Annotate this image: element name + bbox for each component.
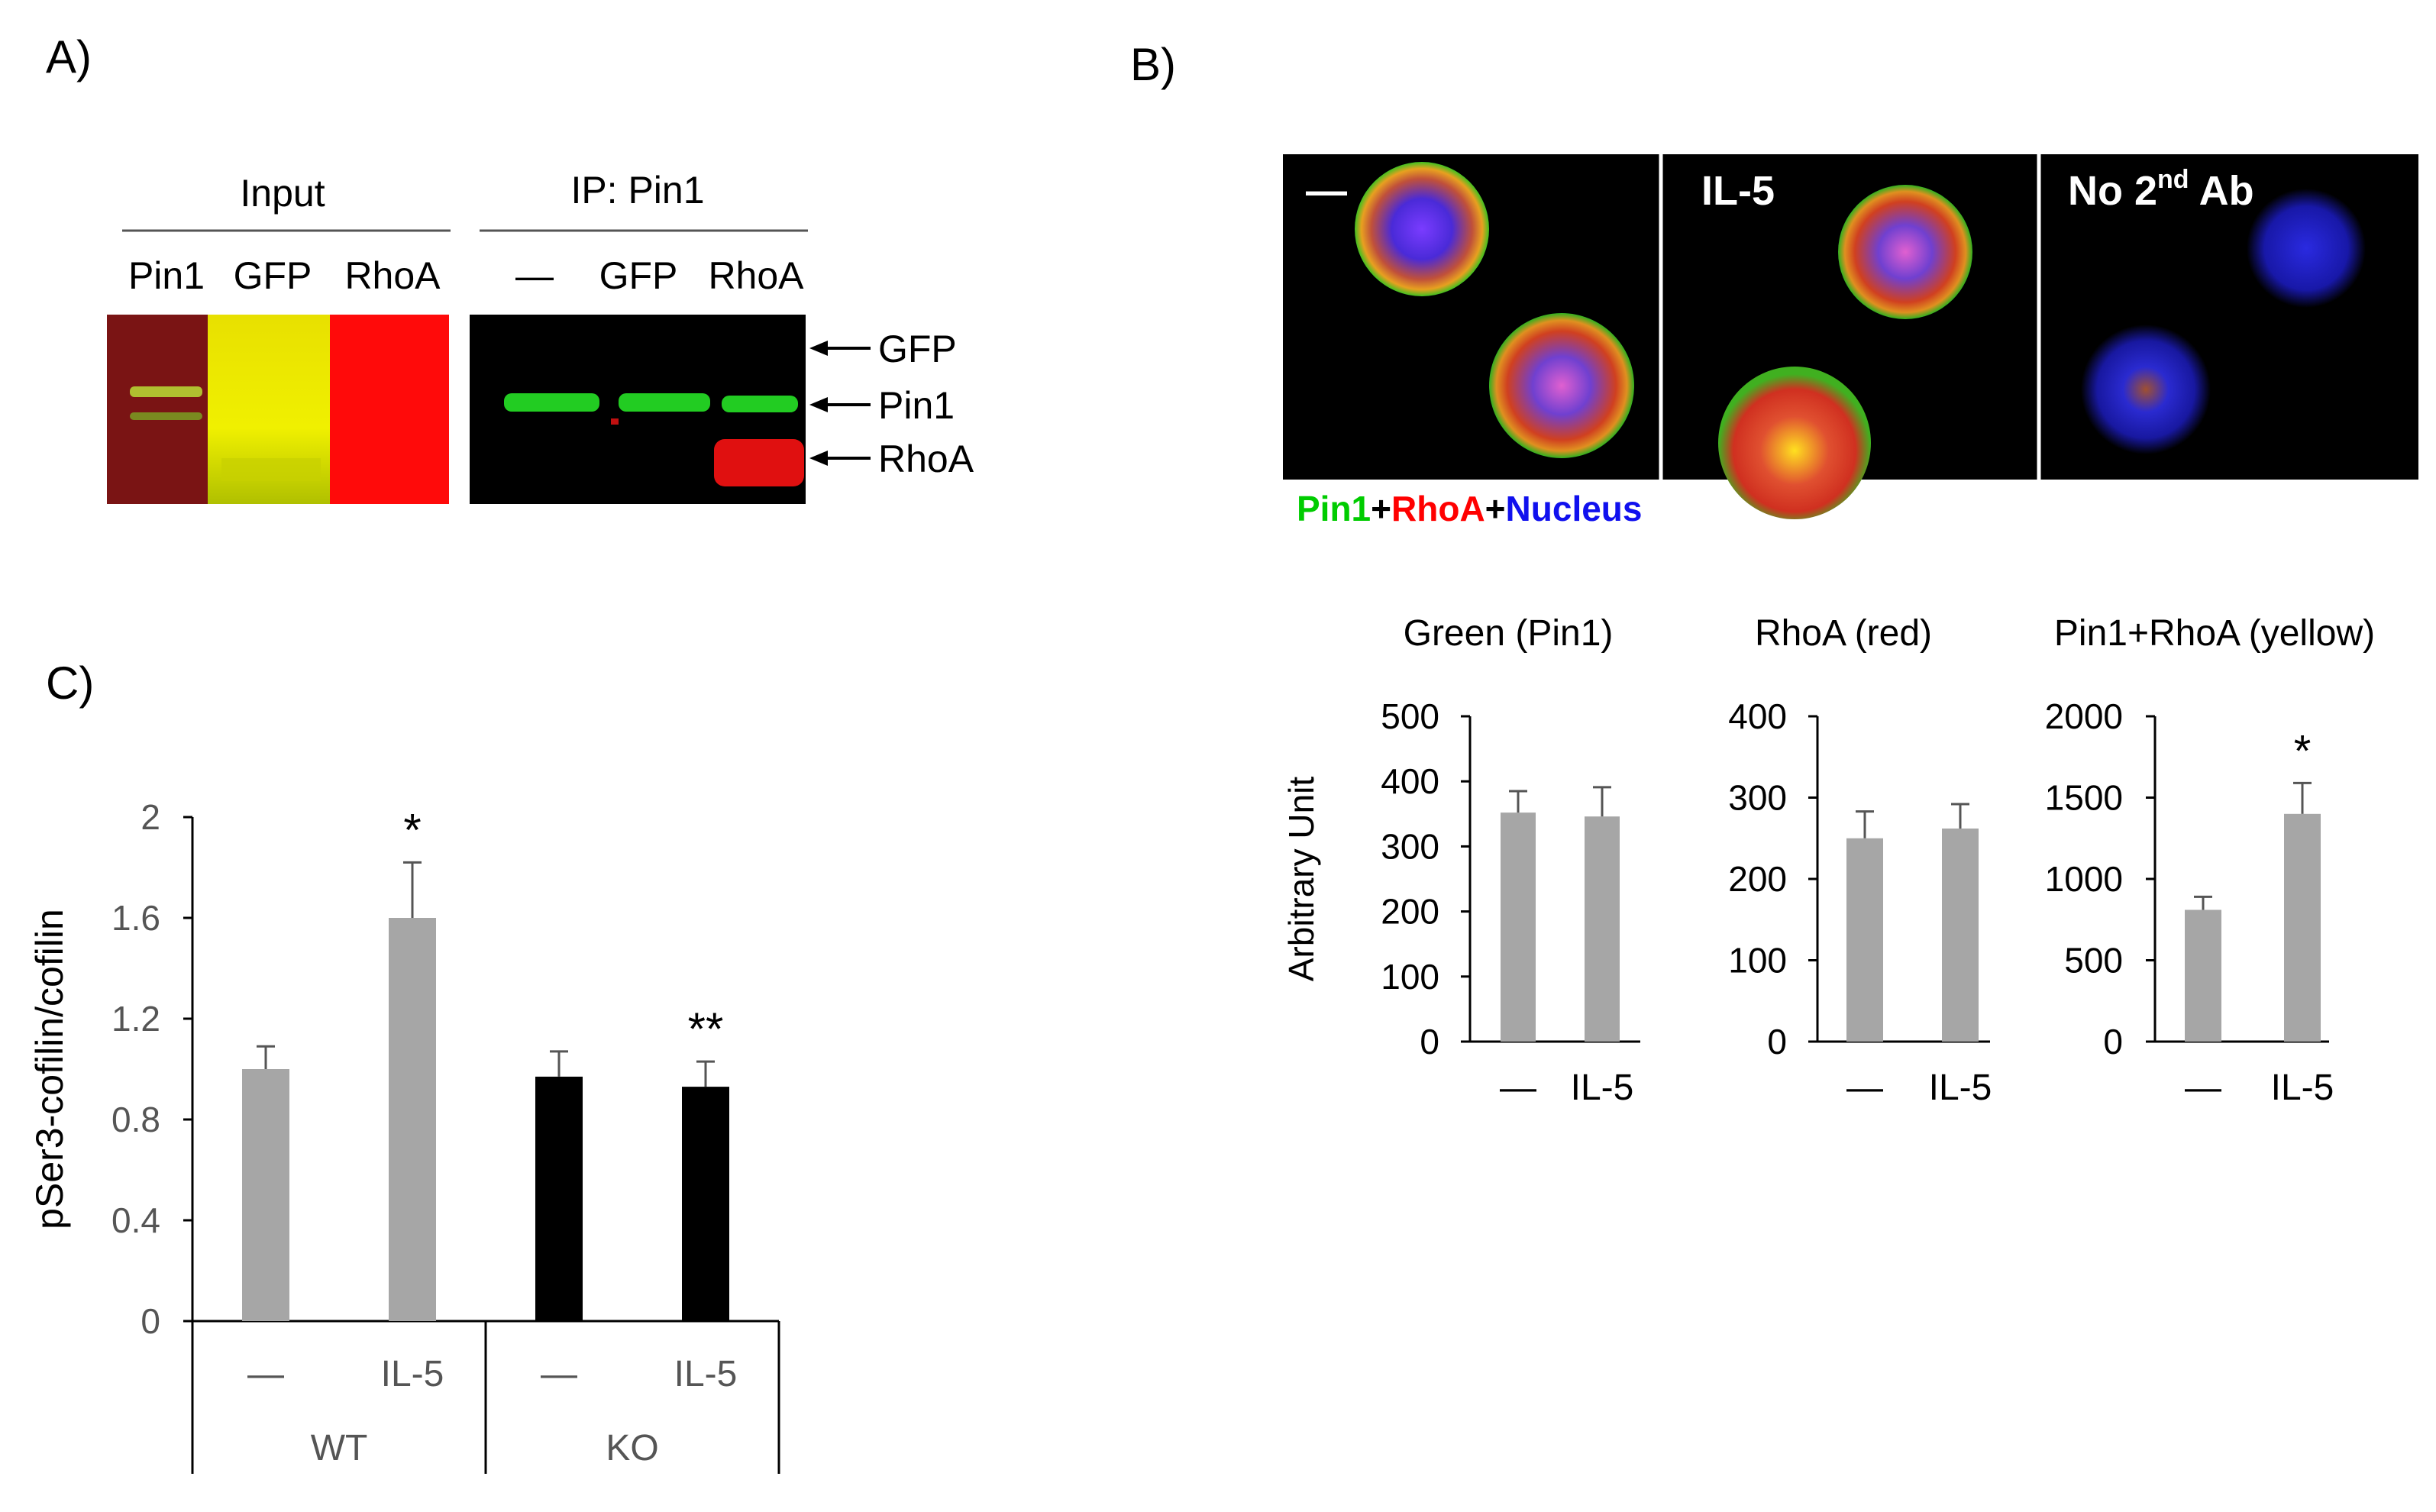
x-tick-label: IL-5 [2271,1068,2334,1108]
bar [1846,838,1883,1042]
lane-label-input-pin1: Pin1 [128,254,205,297]
bar [2284,813,2321,1042]
legend-nucleus: Nucleus [1506,489,1643,528]
bar [1585,816,1620,1042]
group-label-ko: KO [606,1428,658,1468]
lane-label-input-rhoa: RhoA [344,254,441,297]
y-tick-label: 100 [1381,957,1439,997]
y-tick-label: 100 [1728,941,1787,981]
micrograph-label-no-2nd-ab: No 2nd Ab [2068,165,2254,214]
arrow-label-pin1: Pin1 [878,384,955,427]
y-tick-label: 0 [1767,1022,1787,1061]
bar [242,1069,289,1321]
y-tick-label: 0 [2103,1022,2123,1061]
y-axis-label: Arbitrary Unit [1281,777,1321,982]
bar [682,1087,729,1321]
y-tick-label: 2 [141,797,160,837]
chart-title: RhoA (red) [1755,613,1932,654]
bar [535,1076,583,1321]
y-tick-label: 1.6 [111,898,160,938]
ip-title: IP: Pin1 [570,169,704,212]
arrow-label-gfp: GFP [878,328,957,370]
x-tick-label: IL-5 [381,1354,444,1394]
y-tick-label: 500 [2064,941,2123,981]
channel-legend: Pin1+RhoA+Nucleus [1297,489,1643,528]
arrow-label-rhoa: RhoA [878,438,974,480]
y-tick-label: 300 [1381,826,1439,866]
y-tick-label: 1.2 [111,999,160,1039]
y-tick-label: 1000 [2045,859,2123,899]
x-tick-label: — [1500,1068,1536,1108]
legend-rhoa: RhoA [1391,489,1485,528]
significance-marker: * [403,804,421,855]
micrograph-label-il5: IL-5 [1701,168,1775,214]
panel-a: A) Input IP: Pin1 Pin1 GFP RhoA — GFP Rh… [46,31,974,504]
x-tick-label: IL-5 [1571,1068,1634,1108]
arrow-gfp: GFP [809,328,957,370]
bar [389,918,436,1321]
y-axis-label: pSer3-cofilin/cofilin [28,909,71,1229]
ip-blot-image [470,315,806,504]
y-tick-label: 0 [1420,1022,1439,1061]
lane-label-input-gfp: GFP [234,254,312,297]
significance-marker: * [2294,726,2312,776]
panel-a-letter: A) [46,31,92,82]
micrograph-label-control: — [1306,168,1347,214]
micrograph-image [1283,154,2418,519]
y-tick-label: 200 [1381,892,1439,932]
y-tick-label: 1500 [2045,778,2123,818]
input-title: Input [240,172,325,215]
y-tick-label: 200 [1728,859,1787,899]
chart-green: Green (Pin1) Arbitrary Unit 0 100 200 300 400 5… [1281,613,1640,1108]
y-tick-label: 0 [141,1301,160,1341]
lane-label-ip-rhoa: RhoA [708,254,804,297]
x-tick-label: IL-5 [1929,1068,1992,1108]
x-tick-label: — [247,1354,284,1394]
arrow-pin1: Pin1 [809,384,955,427]
lane-label-ip-gfp: GFP [599,254,678,297]
bar [1942,828,1979,1042]
y-tick-label: 0.4 [111,1200,160,1240]
input-blot-image [107,315,449,504]
panel-c: C) WT KO [46,657,780,1474]
legend-pin1: Pin1 [1297,489,1371,528]
y-tick-label: 2000 [2045,696,2123,736]
chart-cofilin: pSer3-cofilin/cofilin 0 0.4 0.8 1.2 1.6 2 — * IL-… [28,797,779,1394]
x-tick-label: — [2185,1068,2221,1108]
arrow-rhoa: RhoA [809,438,974,480]
x-tick-label: — [541,1354,577,1394]
y-tick-label: 400 [1728,696,1787,736]
chart-title: Green (Pin1) [1404,613,1614,654]
panel-c-letter: C) [46,657,94,709]
lane-label-ip-none: — [515,254,554,297]
y-tick-label: 300 [1728,778,1787,818]
chart-rhoa: RhoA (red) 0 100 200 300 400 — IL-5 [1728,613,1992,1108]
chart-yellow: Pin1+RhoA (yellow) 0 500 1000 1500 2000 — * IL-5 [2045,613,2375,1108]
significance-marker: ** [688,1003,724,1055]
panel-b: B) — IL-5 No 2nd Ab Pin1+RhoA+Nucleus [1130,39,2418,528]
y-tick-label: 500 [1381,696,1439,736]
x-tick-label: IL-5 [674,1354,738,1394]
x-tick-label: — [1846,1068,1883,1108]
y-tick-label: 0.8 [111,1100,160,1139]
group-label-wt: WT [311,1428,368,1468]
y-tick-label: 400 [1381,761,1439,801]
bar [1501,813,1536,1042]
bar [2185,909,2221,1042]
chart-title: Pin1+RhoA (yellow) [2054,613,2375,654]
charts-layer: pSer3-cofilin/cofilin 0 0.4 0.8 1.2 1.6 2 — * IL-… [28,613,2375,1394]
panel-b-letter: B) [1130,39,1176,90]
